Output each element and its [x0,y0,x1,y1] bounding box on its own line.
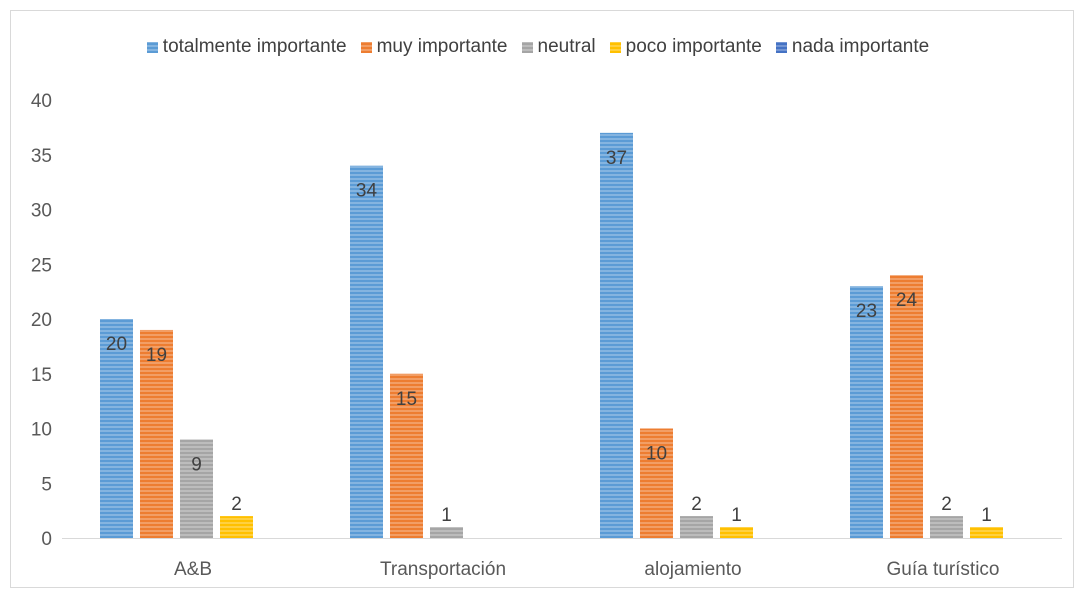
y-tick-label: 40 [31,91,52,112]
legend-item: nada importante [775,36,930,58]
data-label: 1 [441,505,452,526]
legend-swatch [521,41,533,53]
x-tick-label: A&B [174,559,212,580]
bar-neutral-3 [930,516,963,538]
bar-poco-importante-2 [720,527,753,538]
legend-label: neutral [537,36,596,57]
bar-totalmente-importante-0 [100,319,133,538]
chart-legend: totalmente importante muy importante neutr… [0,36,1076,58]
y-tick-label: 20 [31,310,52,331]
legend-swatch [360,41,372,53]
data-label: 9 [191,454,202,475]
bar-muy-importante-1 [390,373,423,538]
legend-swatch [146,41,158,53]
y-tick-label: 30 [31,201,52,222]
bar-totalmente-importante-1 [350,165,383,538]
y-tick-label: 5 [41,474,52,495]
data-label: 2 [231,494,242,515]
legend-item: totalmente importante [146,36,347,58]
data-label: 15 [396,389,417,410]
data-label: 20 [106,334,127,355]
x-tick-label: Guía turístico [887,559,1000,580]
bar-poco-importante-3 [970,527,1003,538]
data-label: 37 [606,148,627,169]
x-tick-label: Transportación [380,559,506,580]
y-tick-label: 35 [31,146,52,167]
legend-swatch [609,41,621,53]
legend-label: nada importante [791,36,930,57]
legend-label: totalmente importante [162,36,347,57]
bar-neutral-2 [680,516,713,538]
data-label: 2 [941,494,952,515]
data-label: 24 [896,290,918,311]
bar-muy-importante-0 [140,329,173,538]
data-label: 19 [146,345,167,366]
bar-poco-importante-0 [220,516,253,538]
data-label: 1 [731,505,742,526]
data-label: 10 [646,444,667,465]
data-labels-layer: 20 19 9 2 34 15 1 37 10 2 1 23 24 2 1 [106,148,992,526]
bar-totalmente-importante-3 [850,286,883,538]
y-tick-label: 25 [31,255,52,276]
legend-item: poco importante [609,36,762,58]
data-label: 1 [981,505,992,526]
bar-muy-importante-2 [640,428,673,538]
legend-item: neutral [521,36,596,58]
x-tick-label: alojamiento [644,559,741,580]
data-label: 34 [356,181,378,202]
bar-neutral-0 [180,439,213,538]
y-tick-label: 10 [31,420,52,441]
data-label: 2 [691,494,702,515]
legend-label: poco importante [625,36,762,57]
bars-layer [100,132,1003,538]
legend-item: muy importante [360,36,508,58]
bar-neutral-1 [430,527,463,538]
legend-label: muy importante [376,36,508,57]
chart-frame [10,10,1074,588]
y-tick-label: 0 [41,529,52,550]
bar-totalmente-importante-2 [600,132,633,538]
bar-muy-importante-3 [890,275,923,538]
data-label: 23 [856,301,877,322]
y-tick-label: 15 [31,365,52,386]
axis-layer: 0 5 10 15 20 25 30 35 40 A&B Transportación alojami… [31,91,1062,580]
legend-swatch [775,41,787,53]
